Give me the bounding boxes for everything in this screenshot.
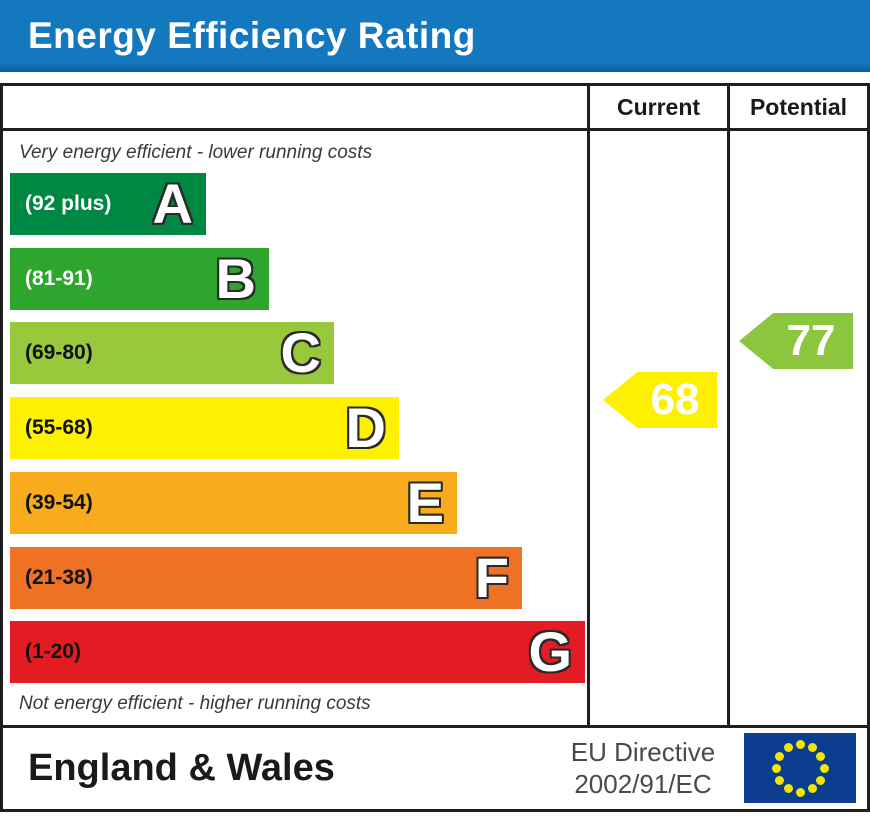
top-note: Very energy efficient - lower running co… (19, 142, 373, 163)
page-title: Energy Efficiency Rating (28, 15, 476, 56)
band-b: (81-91) B (10, 248, 269, 310)
eu-directive-label: EU Directive 2002/91/EC (553, 736, 733, 800)
potential-rating-value: 77 (786, 316, 836, 365)
column-header-current: Current (616, 93, 701, 120)
band-a-letter: A (152, 172, 193, 235)
eu-flag-icon (744, 733, 856, 803)
band-a: (92 plus) A (10, 173, 206, 235)
title-bar: Energy Efficiency Rating (0, 0, 870, 72)
current-rating-value: 68 (650, 375, 700, 424)
band-d-letter: D (345, 396, 386, 459)
band-f-range-label: (21-38) (25, 566, 93, 589)
band-d: (55-68) D (10, 397, 399, 459)
current-column-divider (587, 86, 590, 728)
footer-divider (3, 725, 867, 728)
column-header-potential: Potential (749, 93, 848, 120)
band-c-range-label: (69-80) (25, 341, 93, 364)
potential-column-divider (727, 86, 730, 728)
header-divider (3, 128, 867, 131)
band-c-letter: C (280, 321, 321, 384)
eu-directive-line2: 2002/91/EC (574, 769, 712, 799)
band-g: (1-20) G (10, 621, 585, 683)
band-e-range-label: (39-54) (25, 491, 93, 514)
rating-table: Current Potential Very energy efficient … (0, 83, 870, 812)
band-b-letter: B (215, 247, 256, 310)
band-c: (69-80) C (10, 322, 334, 384)
band-f: (21-38) F (10, 547, 522, 609)
band-e: (39-54) E (10, 472, 457, 534)
potential-rating-marker: 77 (739, 313, 853, 369)
band-g-letter: G (528, 620, 572, 683)
band-a-range-label: (92 plus) (25, 192, 112, 215)
band-d-range-label: (55-68) (25, 416, 93, 439)
region-label: England & Wales (28, 747, 335, 789)
current-rating-marker: 68 (603, 372, 717, 428)
eu-directive-line1: EU Directive (570, 737, 716, 767)
bottom-note: Not energy efficient - higher running co… (19, 693, 371, 714)
band-b-range-label: (81-91) (25, 267, 93, 290)
band-e-letter: E (406, 471, 444, 534)
band-f-letter: F (474, 546, 509, 609)
band-g-range-label: (1-20) (25, 640, 82, 663)
